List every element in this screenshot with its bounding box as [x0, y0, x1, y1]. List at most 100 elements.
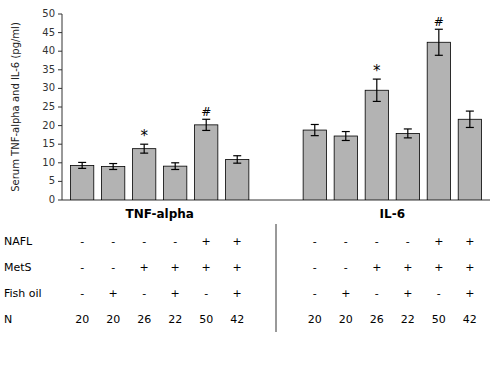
table-cell: + [171, 287, 180, 300]
annotation: # [201, 105, 211, 119]
error-bar [373, 79, 381, 101]
error-line [376, 79, 377, 101]
table-cell: + [233, 235, 242, 248]
table-cell: - [375, 287, 379, 300]
error-line [206, 119, 207, 130]
y-tick-label: 25 [42, 101, 55, 112]
table-cell: 26 [137, 313, 151, 326]
row-label: N [4, 313, 12, 326]
y-axis: 05101520253035404550 [42, 8, 490, 205]
y-tick [58, 200, 62, 201]
table-cell: 50 [199, 313, 213, 326]
y-tick [58, 14, 62, 15]
error-cap [311, 135, 319, 136]
error-line [469, 111, 470, 127]
error-cap [342, 131, 350, 132]
error-bar [78, 162, 86, 168]
table-cell: - [80, 235, 84, 248]
error-bar [466, 111, 474, 127]
error-cap [109, 169, 117, 170]
y-tick-label: 30 [42, 82, 55, 93]
error-line [237, 156, 238, 163]
annotations: * # * # [140, 15, 443, 145]
table-cell: + [465, 261, 474, 274]
table-cell: - [80, 261, 84, 274]
error-cap [171, 169, 179, 170]
annotation: * [373, 62, 381, 80]
error-cap [466, 127, 474, 128]
table-cell: + [465, 235, 474, 248]
y-tick [58, 32, 62, 33]
table-cell: 20 [308, 313, 322, 326]
table-cell: - [111, 235, 115, 248]
error-cap [78, 162, 86, 163]
row-label: NAFL [4, 235, 33, 248]
bar [458, 119, 481, 200]
error-cap [171, 162, 179, 163]
table-cell: - [313, 261, 317, 274]
x-axis-line [62, 200, 490, 201]
table-cell: + [372, 261, 381, 274]
table-cell: - [204, 287, 208, 300]
bar [334, 136, 357, 200]
table: NAFL----++----++MetS--++++--++++Fish oil… [4, 224, 477, 332]
error-cap [373, 101, 381, 102]
y-tick [58, 51, 62, 52]
table-cell: + [403, 261, 412, 274]
error-line [438, 29, 439, 55]
bar [195, 125, 218, 200]
error-cap [404, 137, 412, 138]
table-cell: + [465, 287, 474, 300]
bar [102, 167, 125, 200]
error-cap [311, 124, 319, 125]
table-cell: 26 [370, 313, 384, 326]
error-bar [202, 119, 210, 130]
row-label: Fish oil [4, 287, 42, 300]
table-cell: - [313, 235, 317, 248]
bar [365, 90, 388, 200]
bars [71, 29, 482, 200]
error-line [144, 144, 145, 153]
error-cap [342, 140, 350, 141]
table-cell: + [233, 287, 242, 300]
error-line [345, 132, 346, 141]
y-tick [58, 181, 62, 182]
error-cap [404, 128, 412, 129]
chart: 05101520253035404550Serum TNF-alpha and … [0, 0, 500, 368]
y-tick-label: 5 [49, 175, 55, 186]
table-cell: - [375, 235, 379, 248]
error-bar [435, 29, 443, 55]
table-cell: - [111, 261, 115, 274]
table-cell: - [344, 235, 348, 248]
table-cell: + [434, 235, 443, 248]
error-cap [233, 155, 241, 156]
bar [226, 159, 249, 200]
table-cell: - [142, 235, 146, 248]
bar [427, 42, 450, 200]
table-cell: 22 [401, 313, 415, 326]
bar [71, 165, 94, 200]
error-cap [109, 163, 117, 164]
table-cell: - [173, 235, 177, 248]
table-cell: + [434, 261, 443, 274]
annotation: # [434, 15, 444, 29]
y-tick-label: 50 [42, 8, 55, 19]
error-line [407, 129, 408, 138]
bar [164, 166, 187, 200]
y-tick-label: 0 [49, 194, 55, 205]
table-separator [276, 224, 277, 332]
error-line [175, 163, 176, 170]
table-cell: + [109, 287, 118, 300]
y-tick-label: 35 [42, 64, 55, 75]
error-bar [233, 156, 241, 163]
table-cell: 20 [75, 313, 89, 326]
table-cell: + [140, 261, 149, 274]
table-cell: - [406, 235, 410, 248]
table-cell: - [80, 287, 84, 300]
error-line [82, 162, 83, 168]
annotation: * [140, 127, 148, 145]
table-cell: 20 [106, 313, 120, 326]
error-cap [202, 130, 210, 131]
table-cell: + [403, 287, 412, 300]
error-cap [140, 153, 148, 154]
